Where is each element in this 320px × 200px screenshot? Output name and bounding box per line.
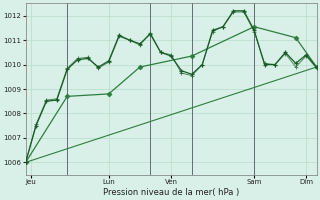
X-axis label: Pression niveau de la mer( hPa ): Pression niveau de la mer( hPa ) — [103, 188, 239, 197]
